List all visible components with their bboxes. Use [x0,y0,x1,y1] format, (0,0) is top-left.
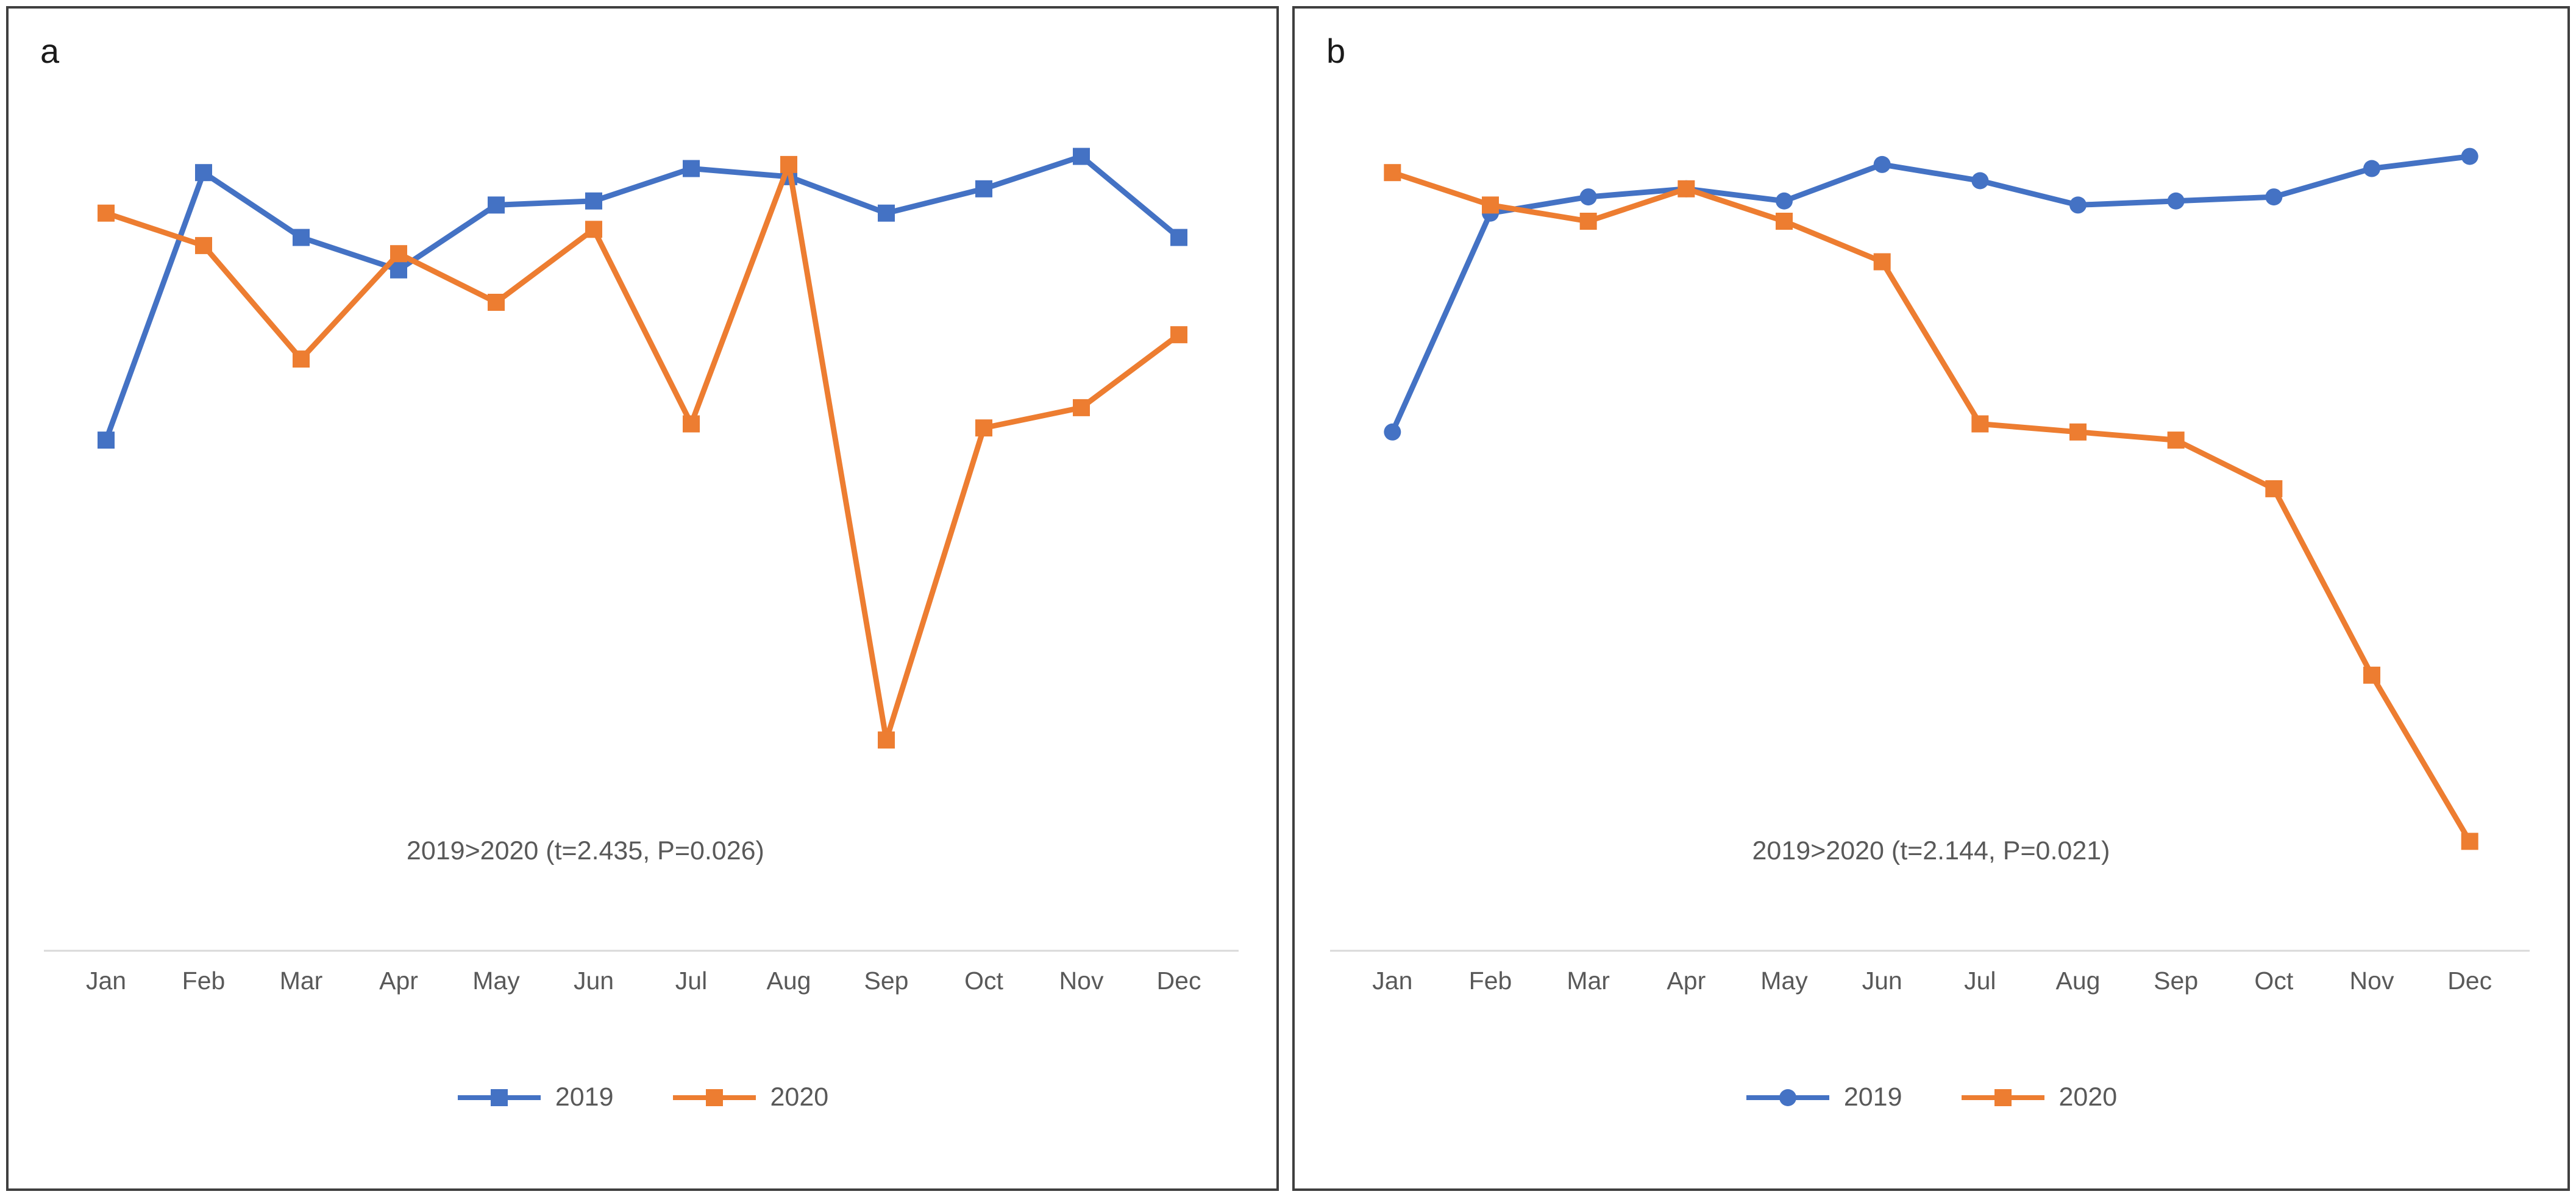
x-tick-jun: Jun [573,967,614,995]
x-tick-dec: Dec [2447,967,2492,995]
x-axis-labels-a: Jan Feb Mar Apr May Jun Jul Aug Sep Oct Nov Dec [9,967,1276,1003]
legend-marker-2019-icon [457,1089,541,1106]
legend-a: 2019 2020 [9,1082,1276,1112]
x-tick-apr: Apr [1667,967,1706,995]
x-tick-mar: Mar [1567,967,1610,995]
x-tick-apr: Apr [379,967,418,995]
legend-item-2020: 2020 [1960,1082,2118,1112]
x-tick-jan: Jan [1372,967,1413,995]
legend-label-2020: 2020 [2058,1082,2118,1112]
line-chart-a [44,147,1239,952]
legend-b: 2019 2020 [1295,1082,2567,1112]
legend-marker-2019-icon [1746,1089,1829,1106]
legend-label-2020: 2020 [770,1082,829,1112]
line-chart-b [1330,147,2530,952]
legend-marker-2020-icon [1961,1089,2044,1106]
panel-b: b 2019>2020 (t=2.144, P=0.021) Jan Feb Mar… [1292,6,2570,1191]
x-tick-aug: Aug [2055,967,2101,995]
x-tick-aug: Aug [766,967,811,995]
stat-annotation-b: 2019>2020 (t=2.144, P=0.021) [1752,836,2110,865]
x-tick-dec: Dec [1156,967,1201,995]
x-axis-labels-b: Jan Feb Mar Apr May Jun Jul Aug Sep Oct Nov Dec [1295,967,2567,1003]
legend-marker-2020-icon [672,1089,756,1106]
panel-a: a 2019>2020 (t=2.435, P=0.026) Jan Feb Mar… [6,6,1279,1191]
x-tick-feb: Feb [1468,967,1512,995]
x-tick-jun: Jun [1862,967,1902,995]
stat-annotation-a: 2019>2020 (t=2.435, P=0.026) [406,836,764,865]
x-tick-sep: Sep [2154,967,2199,995]
x-tick-oct: Oct [2254,967,2294,995]
x-tick-may: May [472,967,520,995]
legend-label-2019: 2019 [555,1082,614,1112]
legend-item-2019: 2019 [1745,1082,1902,1112]
x-tick-jul: Jul [1964,967,1996,995]
legend-item-2020: 2020 [672,1082,829,1112]
x-tick-jul: Jul [675,967,708,995]
legend-label-2019: 2019 [1843,1082,1902,1112]
x-tick-feb: Feb [182,967,226,995]
x-tick-nov: Nov [2349,967,2394,995]
x-tick-nov: Nov [1059,967,1104,995]
x-tick-may: May [1760,967,1808,995]
x-tick-sep: Sep [864,967,909,995]
panel-a-label: a [40,32,60,70]
x-tick-mar: Mar [279,967,323,995]
x-tick-oct: Oct [964,967,1003,995]
x-tick-jan: Jan [85,967,127,995]
panel-b-label: b [1326,32,1346,70]
legend-item-2019: 2019 [457,1082,614,1112]
